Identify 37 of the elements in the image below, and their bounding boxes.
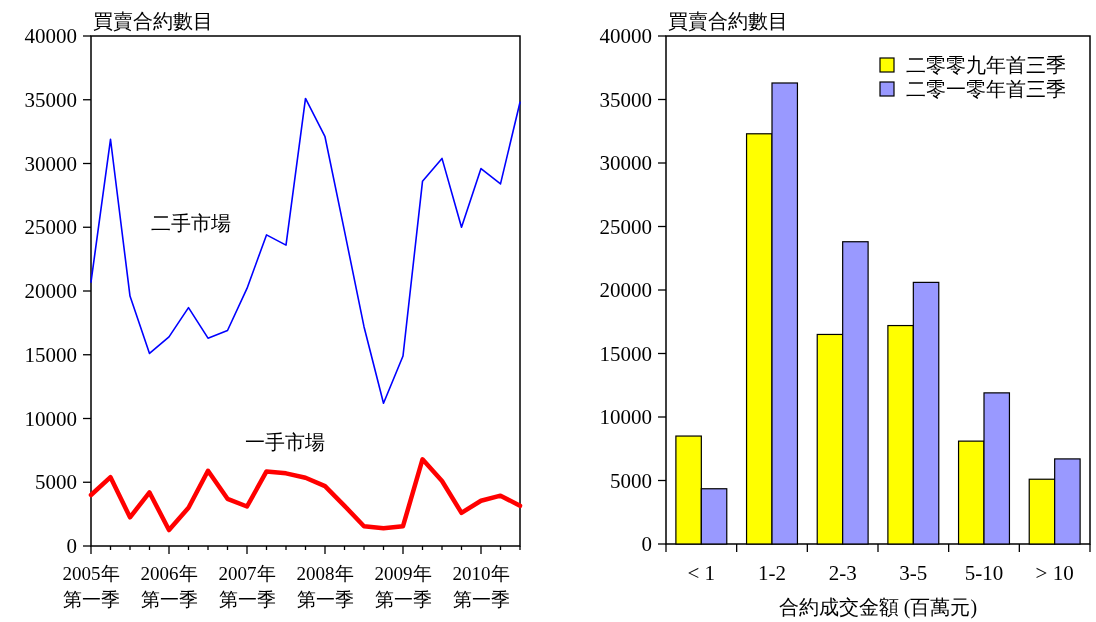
y-tick-label: 20000 xyxy=(599,278,652,302)
y-tick-label: 35000 xyxy=(599,87,652,112)
series-label: 一手市場 xyxy=(245,431,326,454)
x-tick-label: 2010年第一季 xyxy=(452,563,510,610)
x-tick-label: 2005年第一季 xyxy=(62,563,120,610)
x-tick-label: 2007年第一季 xyxy=(218,563,276,610)
x-tick-label: 2008年第一季 xyxy=(296,563,354,610)
y-tick-label: 40000 xyxy=(24,24,77,48)
y-tick-label: 15000 xyxy=(599,341,652,366)
y-tick-label: 40000 xyxy=(599,24,652,48)
x-tick-label: 2006年第一季 xyxy=(140,563,198,610)
x-tick-label: 1-2 xyxy=(758,561,786,585)
y-axis-title: 買賣合約數目 xyxy=(668,10,788,32)
x-tick-label: > 10 xyxy=(1035,561,1074,585)
y-tick-label: 0 xyxy=(66,534,77,558)
y-tick-label: 15000 xyxy=(24,342,77,367)
x-tick-label: 2-3 xyxy=(828,561,857,585)
legend-label: 二零零九年首三季 xyxy=(906,54,1066,76)
x-axis-title: 合約成交金額 (百萬元) xyxy=(778,596,978,619)
y-axis-title: 買賣合約數目 xyxy=(93,10,213,32)
y-tick-label: 10000 xyxy=(599,405,652,429)
x-tick-label: 5-10 xyxy=(964,561,1004,585)
y-tick-label: 30000 xyxy=(24,151,77,176)
x-tick-label: 2009年第一季 xyxy=(374,563,432,610)
y-tick-label: 25000 xyxy=(599,214,652,239)
x-tick-label: < 1 xyxy=(687,561,716,585)
y-tick-label: 10000 xyxy=(24,406,77,431)
y-tick-label: 25000 xyxy=(24,215,77,240)
legend-label: 二零一零年首三季 xyxy=(906,78,1066,100)
y-tick-label: 35000 xyxy=(24,87,77,112)
y-tick-label: 30000 xyxy=(599,151,652,175)
y-tick-label: 20000 xyxy=(24,279,77,303)
x-tick-label: 3-5 xyxy=(899,561,928,585)
series-label: 二手市場 xyxy=(151,211,232,234)
y-tick-label: 5000 xyxy=(610,468,652,493)
y-tick-label: 0 xyxy=(641,532,652,556)
y-tick-label: 5000 xyxy=(35,470,77,495)
